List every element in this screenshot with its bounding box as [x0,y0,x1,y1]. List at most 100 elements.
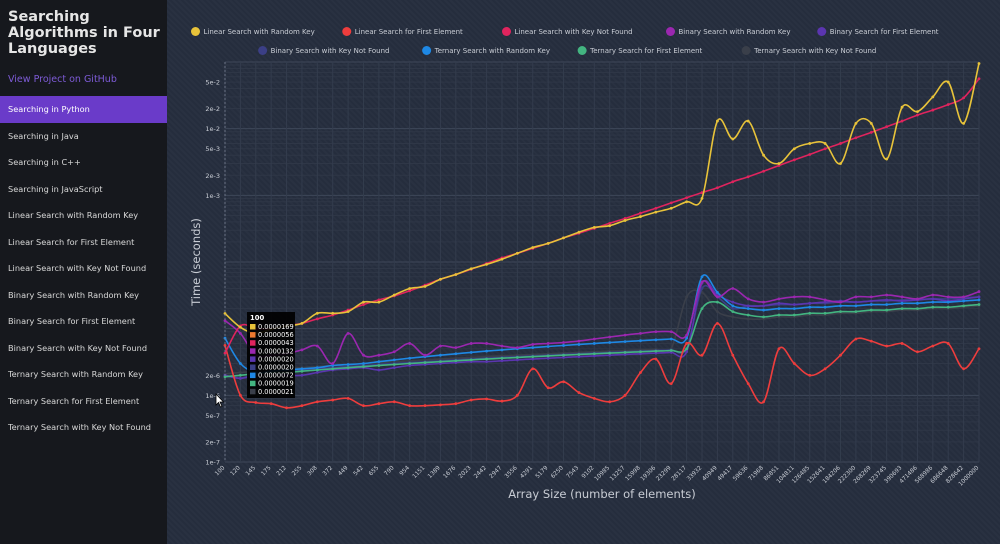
data-point[interactable] [731,353,735,357]
data-point[interactable] [608,400,612,404]
data-point[interactable] [331,367,335,371]
data-point[interactable] [777,162,781,165]
data-point[interactable] [562,380,565,384]
data-point[interactable] [392,366,396,370]
data-point[interactable] [639,350,642,354]
data-point[interactable] [608,351,612,355]
data-point[interactable] [792,303,796,306]
data-point[interactable] [500,356,504,360]
data-point[interactable] [485,342,488,345]
data-point[interactable] [931,300,935,304]
data-point[interactable] [639,331,642,335]
data-point[interactable] [392,400,396,404]
data-point[interactable] [315,311,319,315]
data-point[interactable] [531,367,535,371]
data-point[interactable] [977,77,981,81]
data-point[interactable] [746,313,750,317]
data-point[interactable] [839,353,842,357]
data-point[interactable] [654,210,658,214]
github-link[interactable]: View Project on GitHub [8,74,117,85]
data-point[interactable] [546,342,550,345]
data-point[interactable] [885,125,889,129]
data-point[interactable] [685,342,689,345]
data-point[interactable] [700,196,704,200]
data-point[interactable] [592,354,596,358]
sidebar-item-linear-search-for-first-element[interactable]: Linear Search for First Element [8,236,135,247]
data-point[interactable] [916,113,919,117]
data-point[interactable] [639,211,642,215]
data-point[interactable] [592,342,596,345]
data-point[interactable] [808,295,812,299]
data-point[interactable] [331,398,335,402]
data-point[interactable] [546,345,550,348]
data-point[interactable] [946,305,950,309]
data-point[interactable] [669,337,673,341]
data-point[interactable] [869,130,873,134]
data-point[interactable] [931,95,935,99]
data-point[interactable] [515,251,519,255]
data-point[interactable] [346,310,350,314]
data-point[interactable] [623,219,627,222]
legend-item[interactable]: Binary Search with Key Not Found [258,46,389,55]
data-point[interactable] [377,402,381,406]
data-point[interactable] [792,313,796,317]
data-point[interactable] [746,307,750,310]
data-point[interactable] [531,355,535,359]
series-line[interactable] [224,274,980,374]
data-point[interactable] [408,287,412,290]
data-point[interactable] [500,399,504,403]
legend-item[interactable]: Binary Search with Random Key [666,27,790,36]
sidebar-item-linear-search-with-random-key[interactable]: Linear Search with Random Key [8,210,139,220]
data-point[interactable] [946,297,950,301]
data-point[interactable] [700,275,704,279]
data-point[interactable] [315,371,319,374]
data-point[interactable] [608,341,612,344]
data-point[interactable] [839,310,842,314]
data-point[interactable] [423,285,427,288]
data-point[interactable] [762,300,765,304]
data-point[interactable] [962,121,966,125]
data-point[interactable] [300,369,304,373]
data-point[interactable] [377,300,381,304]
data-point[interactable] [485,357,488,361]
series-line[interactable] [224,63,980,335]
data-point[interactable] [500,344,504,348]
data-point[interactable] [546,386,550,390]
data-point[interactable] [700,280,704,284]
data-point[interactable] [869,303,873,306]
data-point[interactable] [439,277,442,281]
data-point[interactable] [592,226,596,229]
data-point[interactable] [916,301,919,305]
data-point[interactable] [423,361,427,364]
data-point[interactable] [839,304,842,308]
data-point[interactable] [654,351,658,355]
data-point[interactable] [300,348,304,352]
data-point[interactable] [669,206,673,210]
data-point[interactable] [823,142,827,145]
data-point[interactable] [731,304,735,308]
data-point[interactable] [854,337,858,341]
data-point[interactable] [623,351,627,354]
data-point[interactable] [315,317,319,321]
data-point[interactable] [608,224,612,228]
data-point[interactable] [946,103,950,106]
data-point[interactable] [454,352,458,356]
data-point[interactable] [500,359,504,363]
series-line[interactable] [224,279,980,380]
data-point[interactable] [377,360,381,364]
data-point[interactable] [962,297,966,301]
data-point[interactable] [916,350,919,354]
data-point[interactable] [762,308,765,312]
data-point[interactable] [977,303,981,306]
data-point[interactable] [854,295,858,299]
sidebar-item-searching-in-java[interactable]: Searching in Java [8,130,79,141]
data-point[interactable] [823,367,827,371]
data-point[interactable] [223,375,227,379]
data-point[interactable] [423,404,427,408]
data-point[interactable] [700,307,704,310]
data-point[interactable] [500,257,504,261]
data-point[interactable] [685,295,689,299]
data-point[interactable] [869,299,873,303]
sidebar-item-linear-search-with-key-not-found[interactable]: Linear Search with Key Not Found [8,263,147,273]
data-point[interactable] [731,300,735,304]
